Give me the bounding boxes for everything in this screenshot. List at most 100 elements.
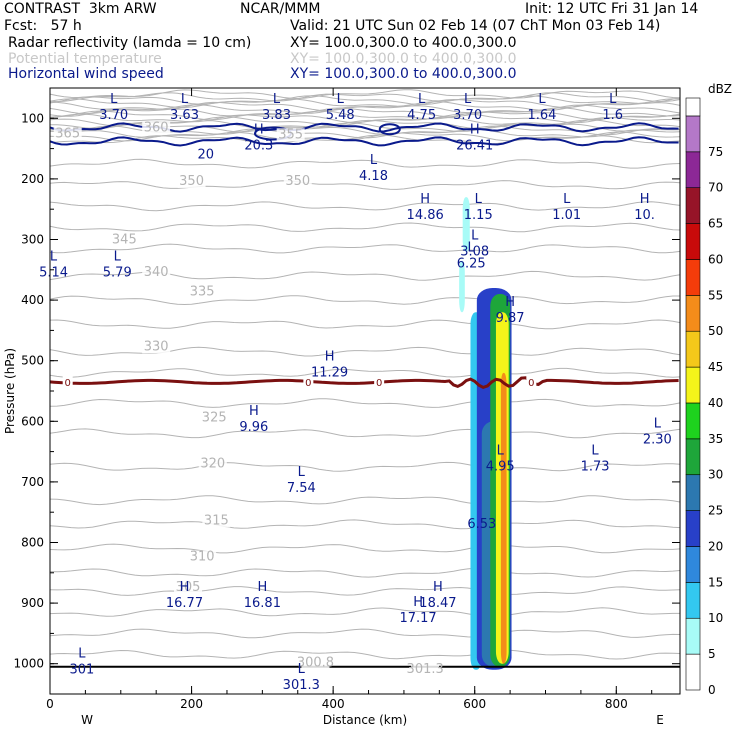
isentrope-line [49, 89, 681, 100]
wind-extremum-marker: L [497, 444, 505, 459]
wind-extremum-marker: L [298, 465, 306, 480]
wind-speed-label: 11.29 [311, 366, 348, 381]
theta-label-bg [142, 265, 171, 279]
colorbar-swatch [685, 546, 701, 583]
isentrope-line [49, 180, 681, 190]
x-tick-label: 200 [180, 697, 203, 711]
theta-label: 305 [176, 580, 201, 595]
wind-speed-label: 1.01 [552, 208, 581, 223]
isentrope-line [49, 543, 681, 554]
y-tick-label: 100 [21, 111, 44, 125]
theta-label-bg [276, 128, 305, 142]
colorbar-swatch [685, 402, 701, 440]
wind-contour [49, 136, 679, 147]
source-label: NCAR/MMM [240, 1, 321, 17]
y-axis-label: Pressure (hPa) [3, 348, 17, 434]
wind-extremum-marker: L [273, 92, 281, 107]
wind-speed-label: 9.87 [496, 311, 525, 326]
colorbar-level-label: 15 [708, 575, 723, 589]
wind-extremum-marker: L [78, 647, 86, 662]
wind-speed-label: 1.6 [602, 108, 623, 123]
theta-label: 350 [285, 174, 310, 189]
colorbar-swatch [685, 223, 701, 260]
isentrope-line [49, 134, 681, 145]
wind-extremum-marker: L [50, 250, 58, 265]
isentrope-line [49, 92, 681, 103]
theta-label-bg [283, 174, 312, 188]
colorbar-level-label: 65 [708, 217, 723, 231]
wind-speed-label: 3.70 [453, 108, 482, 123]
colorbar-level-label: 0 [708, 683, 716, 697]
isentrope-line [49, 428, 681, 439]
zero-isotherm-label: 0 [65, 378, 71, 389]
wind-speed-label: 3.08 [460, 245, 489, 260]
wind-speed-label: 18.47 [419, 596, 456, 611]
colorbar-level-label: 20 [708, 539, 723, 553]
wind-speed-label: 16.77 [166, 596, 203, 611]
forecast-hour: Fcst: 57 h [4, 18, 82, 34]
wind-speed-label: 4.95 [486, 460, 515, 475]
wind-extremum-marker: L [370, 153, 378, 168]
x-tick-label: 400 [322, 697, 345, 711]
colorbar-cap [685, 97, 701, 117]
wind-speed-label: 2.30 [643, 432, 672, 447]
wind-speed-label: 5.79 [103, 266, 132, 281]
zero-isotherm-line [49, 376, 679, 390]
wind-speed-label: 10. [634, 208, 655, 223]
wind-speed-label: 4.18 [359, 169, 388, 184]
colorbar-swatch [685, 151, 701, 188]
isentrope-line [49, 319, 681, 330]
colorbar-swatch [685, 510, 701, 547]
zero-label-bg [374, 375, 385, 388]
wind-speed-label: 9.96 [239, 420, 268, 435]
y-tick-label: 800 [21, 536, 44, 550]
wind-speed-label: 3.63 [170, 108, 199, 123]
wind-extremum-marker: L [114, 250, 122, 265]
colorbar-swatch [685, 187, 701, 224]
theta-label-bg [188, 550, 217, 564]
colorbar-level-label: 5 [708, 647, 716, 661]
field-theta: Potential temperature [8, 51, 162, 67]
wind-speed-label: 16.81 [244, 596, 281, 611]
wind-speed-label: 6.25 [457, 257, 486, 272]
theta-label: 350 [179, 174, 204, 189]
wind-speed-label: 1.15 [464, 208, 493, 223]
theta-label-bg [142, 121, 171, 135]
colorbar-swatch [685, 115, 701, 153]
x-tick-label: 600 [463, 697, 486, 711]
colorbar-level-label: 40 [708, 396, 723, 410]
wind-speed-label: 3.70 [99, 108, 128, 123]
reflectivity-cell [459, 260, 465, 313]
reflectivity-cell [462, 197, 470, 252]
colorbar-level-label: 55 [708, 288, 723, 302]
isentrope-line [49, 243, 681, 254]
theta-label: 310 [190, 550, 215, 565]
isentrope-line [49, 649, 681, 660]
colorbar-level-label: 25 [708, 504, 723, 518]
y-tick-label: 200 [21, 172, 44, 186]
theta-label-bg [411, 662, 440, 676]
y-tick-label: 400 [21, 293, 44, 307]
colorbar-swatch [685, 438, 701, 476]
field-reflectivity: Radar reflectivity (lamda = 10 cm) [8, 35, 252, 51]
zero-isotherm-label: 0 [305, 378, 311, 389]
wind-extremum-marker: L [471, 229, 479, 244]
isentrope-line [49, 461, 681, 472]
y-tick-label: 500 [21, 354, 44, 368]
theta-label: 355 [278, 127, 303, 142]
isentrope-line [49, 222, 681, 233]
isentrope-line [49, 519, 681, 530]
wind-speed-label: 20.3 [244, 138, 273, 153]
wind-speed-label: 5.14 [39, 266, 68, 281]
y-tick-label: 700 [21, 475, 44, 489]
wind-extremum-marker: L [110, 92, 118, 107]
y-tick-label: 1000 [13, 657, 44, 671]
theta-label-bg [301, 656, 330, 670]
field-wind: Horizontal wind speed [8, 66, 164, 82]
wind-speed-label: 6.53 [467, 517, 496, 532]
theta-label: 335 [190, 284, 215, 299]
wind-speed-label: 17.17 [399, 611, 436, 626]
zero-label-bg [62, 375, 73, 388]
reflectivity-cell [500, 372, 507, 664]
theta-label-bg [174, 580, 203, 594]
